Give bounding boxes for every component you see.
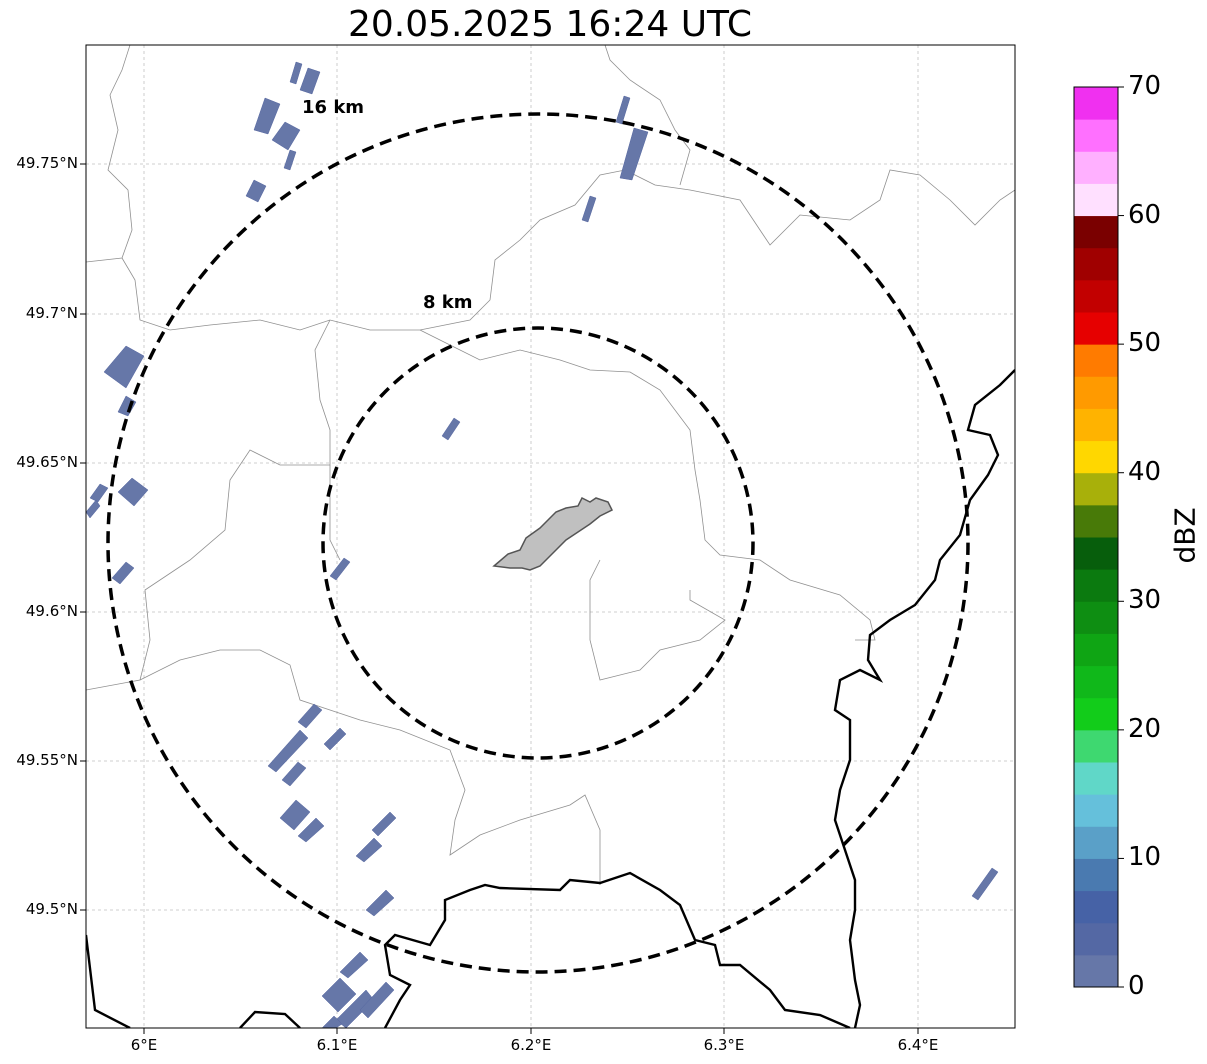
map-frame (85, 44, 1016, 1029)
ring-label-16km: 16 km (302, 97, 365, 118)
urban-area (492, 496, 614, 571)
lat-tick-label: 49.55°N (16, 751, 78, 769)
colorbar-tick-label: 10 (1128, 842, 1162, 873)
lon-tick-label: 6.4°E (897, 1036, 939, 1054)
range-rings (106, 112, 970, 974)
colorbar-tick-label: 30 (1128, 585, 1162, 616)
lat-tick-label: 49.65°N (16, 453, 78, 471)
ring-label-8km: 8 km (423, 292, 473, 313)
colorbar-title: dBZ (1168, 507, 1202, 564)
lat-tick-label: 49.5°N (25, 900, 78, 918)
radar-echoes (86, 61, 999, 1028)
lon-tick-label: 6.2°E (510, 1036, 552, 1054)
national-borders (86, 369, 1015, 1028)
lat-tick-label: 49.7°N (25, 304, 78, 322)
colorbar-tick-label: 0 (1128, 971, 1145, 1001)
colorbar-tick-label: 40 (1128, 456, 1162, 487)
ring-16km (106, 112, 970, 974)
colorbar-tick-label: 70 (1128, 71, 1162, 101)
municipal-boundaries (86, 45, 1015, 885)
ring-8km (321, 326, 755, 760)
lon-tick-label: 6.3°E (703, 1036, 745, 1054)
colorbar-tick-label: 50 (1128, 328, 1162, 359)
lon-tick-label: 6°E (130, 1036, 158, 1054)
colorbar-tick-label: 20 (1128, 713, 1162, 744)
map-title: 20.05.2025 16:24 UTC (347, 4, 753, 45)
colorbar-tick-label: 60 (1128, 199, 1162, 230)
lat-tick-label: 49.6°N (25, 602, 78, 620)
lat-tick-label: 49.75°N (16, 154, 78, 172)
lon-tick-label: 6.1°E (316, 1036, 358, 1054)
